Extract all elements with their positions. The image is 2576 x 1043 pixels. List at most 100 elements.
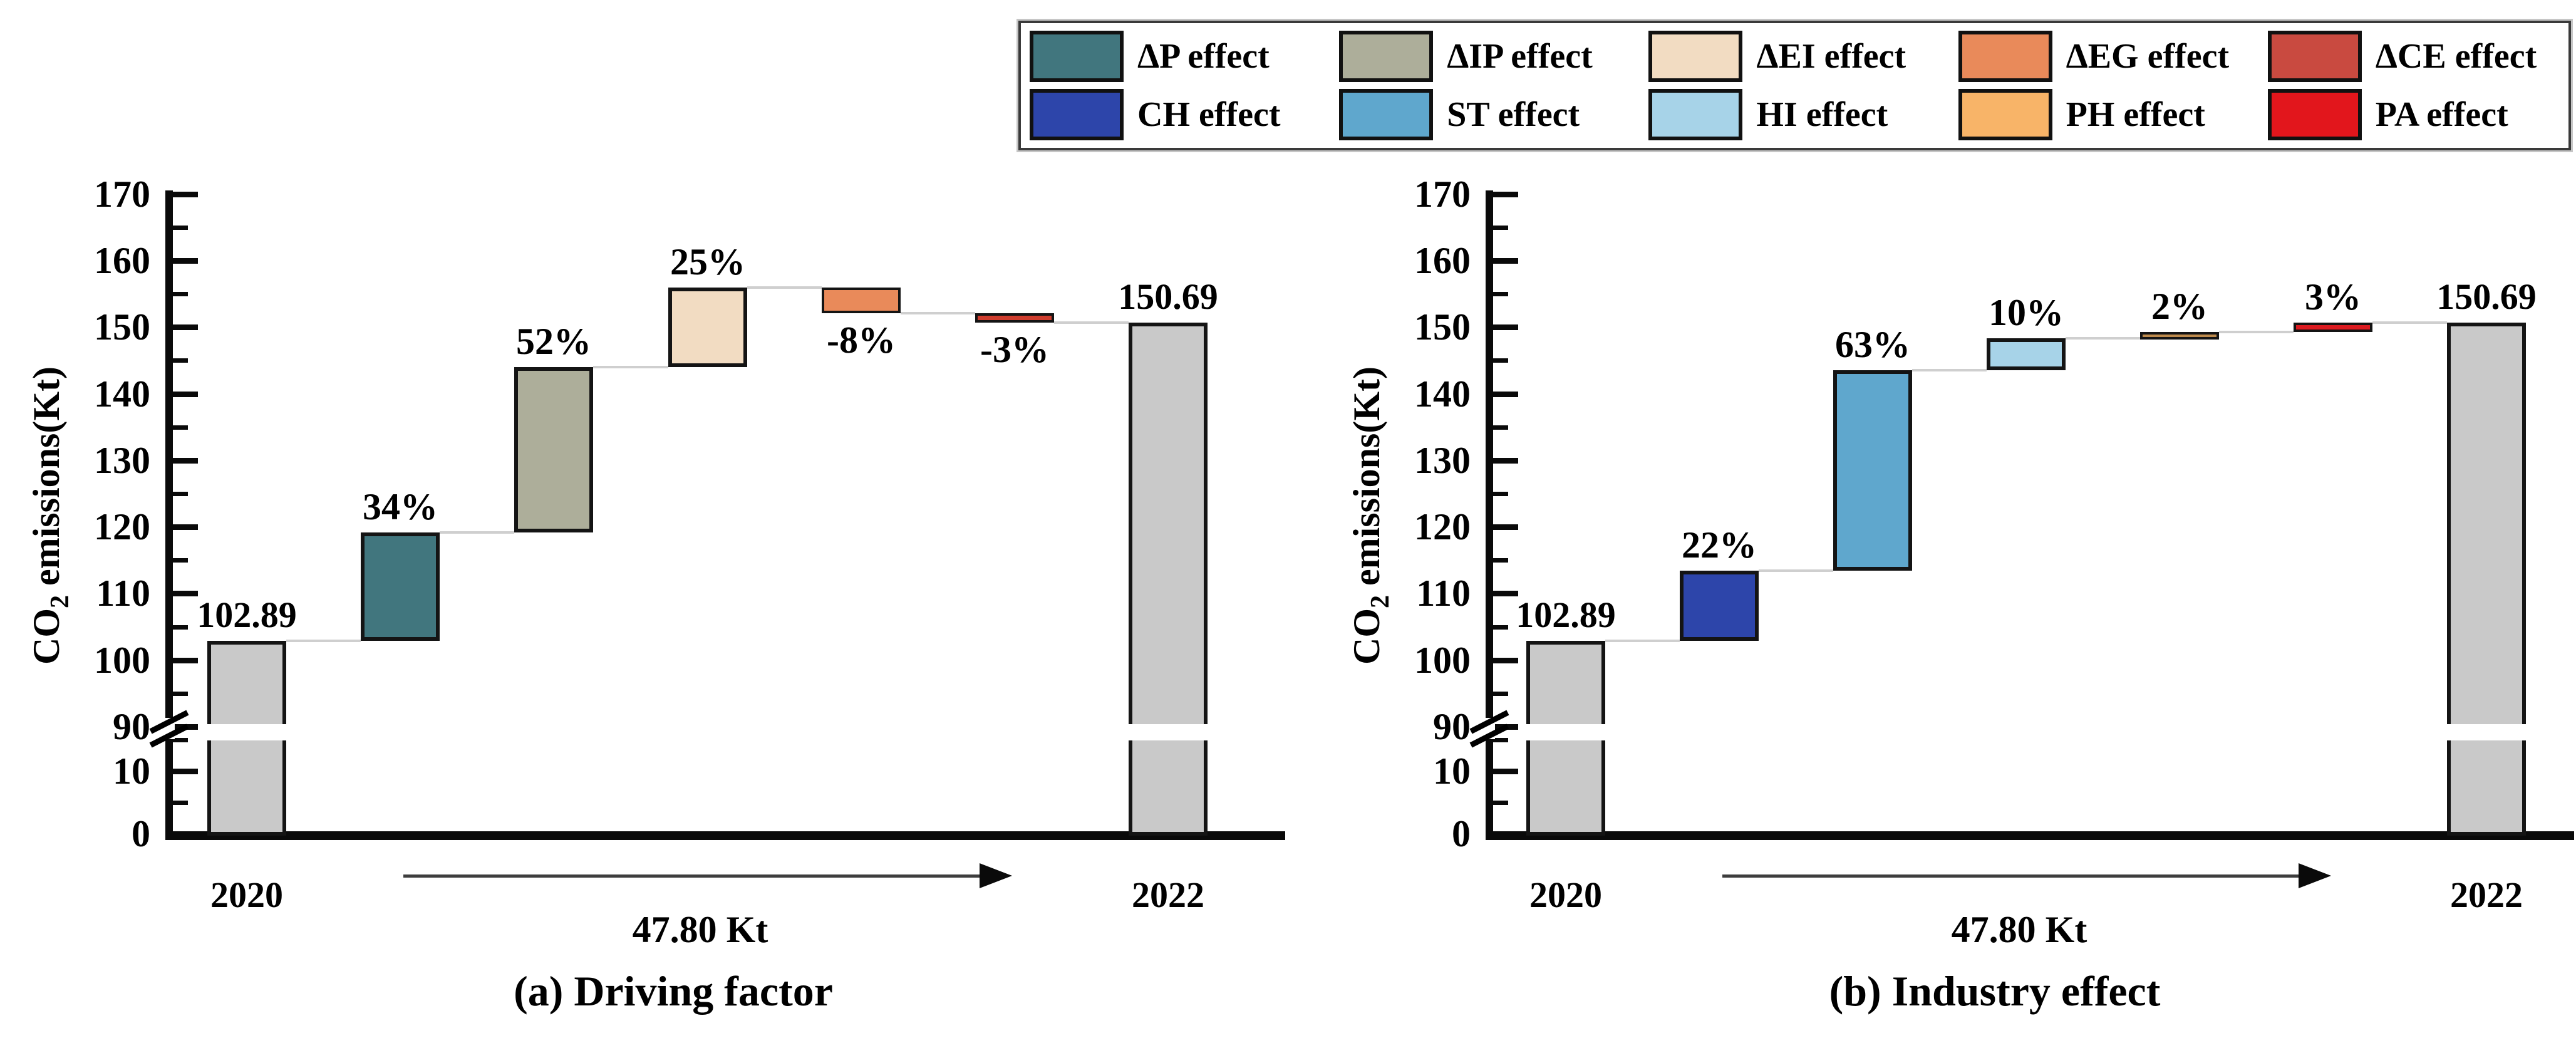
pct-label--ip-effect: 52% — [516, 321, 591, 362]
y-tick-label: 170 — [1414, 174, 1471, 215]
y-major-tick — [173, 392, 198, 397]
y-major-tick — [1493, 258, 1518, 264]
y-axis — [165, 190, 173, 840]
pct-label--eg-effect: -8% — [827, 319, 896, 361]
axis-break-band — [204, 724, 290, 740]
y-tick-label: 100 — [1414, 640, 1471, 681]
y-major-tick — [173, 658, 198, 663]
y-major-tick — [1493, 192, 1518, 197]
legend-item-hi-effect: HI effect — [1640, 89, 1949, 141]
y-minor-tick — [1493, 692, 1508, 696]
pct-label--ei-effect: 25% — [670, 241, 745, 283]
legend-item--ip-effect: ΔIP effect — [1330, 30, 1640, 82]
connector-line — [440, 531, 514, 534]
legend-label: PH effect — [2066, 95, 2205, 135]
y-minor-tick — [173, 801, 188, 805]
x-label-end: 2022 — [2450, 874, 2523, 915]
y-major-tick — [1493, 769, 1518, 774]
x-label-end: 2022 — [1132, 874, 1204, 915]
connector-line — [2219, 331, 2294, 333]
start-value-label: 102.89 — [197, 594, 297, 635]
y-minor-tick — [1493, 358, 1508, 363]
y-tick-label: 110 — [96, 573, 150, 614]
y-minor-tick — [173, 625, 188, 630]
bar--ei-effect — [668, 288, 747, 367]
legend-swatch-icon — [1958, 89, 2052, 141]
arrow-head-icon — [2299, 863, 2331, 888]
legend-item--p-effect: ΔP effect — [1021, 30, 1330, 82]
bar--ce-effect — [975, 313, 1054, 323]
axis-break-band — [1523, 724, 1609, 740]
legend-item-st-effect: ST effect — [1330, 89, 1640, 141]
y-tick-label: 90 — [1433, 706, 1471, 747]
legend-label: ΔIP effect — [1447, 36, 1593, 76]
y-tick-label: 90 — [113, 706, 150, 747]
y-minor-tick — [1493, 801, 1508, 805]
y-major-tick — [173, 524, 198, 530]
legend-label: ΔEI effect — [1756, 36, 1906, 76]
y-tick-label: 120 — [94, 506, 150, 547]
start-value-label: 102.89 — [1516, 594, 1616, 635]
y-minor-tick — [1493, 738, 1508, 742]
pct-label-st-effect: 63% — [1835, 324, 1910, 365]
legend-label: ΔCE effect — [2375, 36, 2537, 76]
connector-line — [901, 312, 975, 314]
legend-swatch-icon — [1339, 89, 1434, 141]
y-minor-tick — [173, 292, 188, 296]
legend-label: ΔEG effect — [2066, 36, 2230, 76]
y-major-tick — [173, 324, 198, 330]
y-minor-tick — [173, 738, 188, 742]
y-major-tick — [1493, 458, 1518, 464]
pct-label--ce-effect: -3% — [980, 329, 1049, 370]
y-major-tick — [1493, 524, 1518, 530]
legend-swatch-icon — [2267, 30, 2362, 82]
y-minor-tick — [1493, 558, 1508, 563]
legend-item--ce-effect: ΔCE effect — [2259, 30, 2568, 82]
y-axis — [1486, 190, 1493, 840]
y-major-tick — [173, 769, 198, 774]
legend-swatch-icon — [2267, 89, 2362, 141]
y-tick-label: 160 — [1414, 240, 1471, 281]
y-tick-label: 160 — [94, 240, 150, 281]
bar-st-effect — [1833, 370, 1912, 571]
y-tick-label: 0 — [132, 813, 150, 854]
chart-caption: (b) Industry effect — [1829, 967, 2161, 1015]
bar-2022 — [1129, 323, 1208, 836]
legend-swatch-icon — [1030, 30, 1124, 82]
arrow-line — [403, 874, 980, 878]
total-change-label: 47.80 Kt — [1951, 909, 2087, 950]
y-tick-label: 10 — [1433, 750, 1471, 792]
legend-label: HI effect — [1756, 95, 1888, 135]
legend-item--ei-effect: ΔEI effect — [1640, 30, 1949, 82]
y-major-tick — [173, 192, 198, 197]
y-major-tick — [1493, 831, 1518, 837]
connector-line — [1912, 369, 1987, 371]
x-axis — [165, 831, 1285, 840]
pct-label-ch-effect: 22% — [1682, 524, 1757, 566]
y-tick-label: 0 — [1452, 813, 1471, 854]
axis-break-band — [2443, 724, 2530, 740]
connector-line — [286, 640, 361, 642]
y-tick-label: 150 — [94, 306, 150, 348]
x-axis — [1486, 831, 2574, 840]
y-tick-label: 140 — [1414, 373, 1471, 415]
y-minor-tick — [173, 425, 188, 430]
end-value-label: 150.69 — [2436, 276, 2537, 317]
y-tick-label: 170 — [94, 174, 150, 215]
y-tick-label: 130 — [1414, 440, 1471, 481]
legend-label: ST effect — [1447, 95, 1580, 135]
connector-line — [1605, 640, 1680, 642]
y-tick-label: 150 — [1414, 306, 1471, 348]
bar--p-effect — [361, 532, 440, 641]
y-major-tick — [1493, 392, 1518, 397]
y-major-tick — [173, 458, 198, 464]
y-minor-tick — [173, 558, 188, 563]
pct-label--p-effect: 34% — [363, 486, 438, 527]
legend-swatch-icon — [1648, 30, 1743, 82]
bar-hi-effect — [1987, 338, 2066, 370]
arrow-line — [1722, 874, 2299, 878]
legend-swatch-icon — [1339, 30, 1434, 82]
y-tick-label: 10 — [113, 750, 150, 792]
y-minor-tick — [173, 226, 188, 230]
